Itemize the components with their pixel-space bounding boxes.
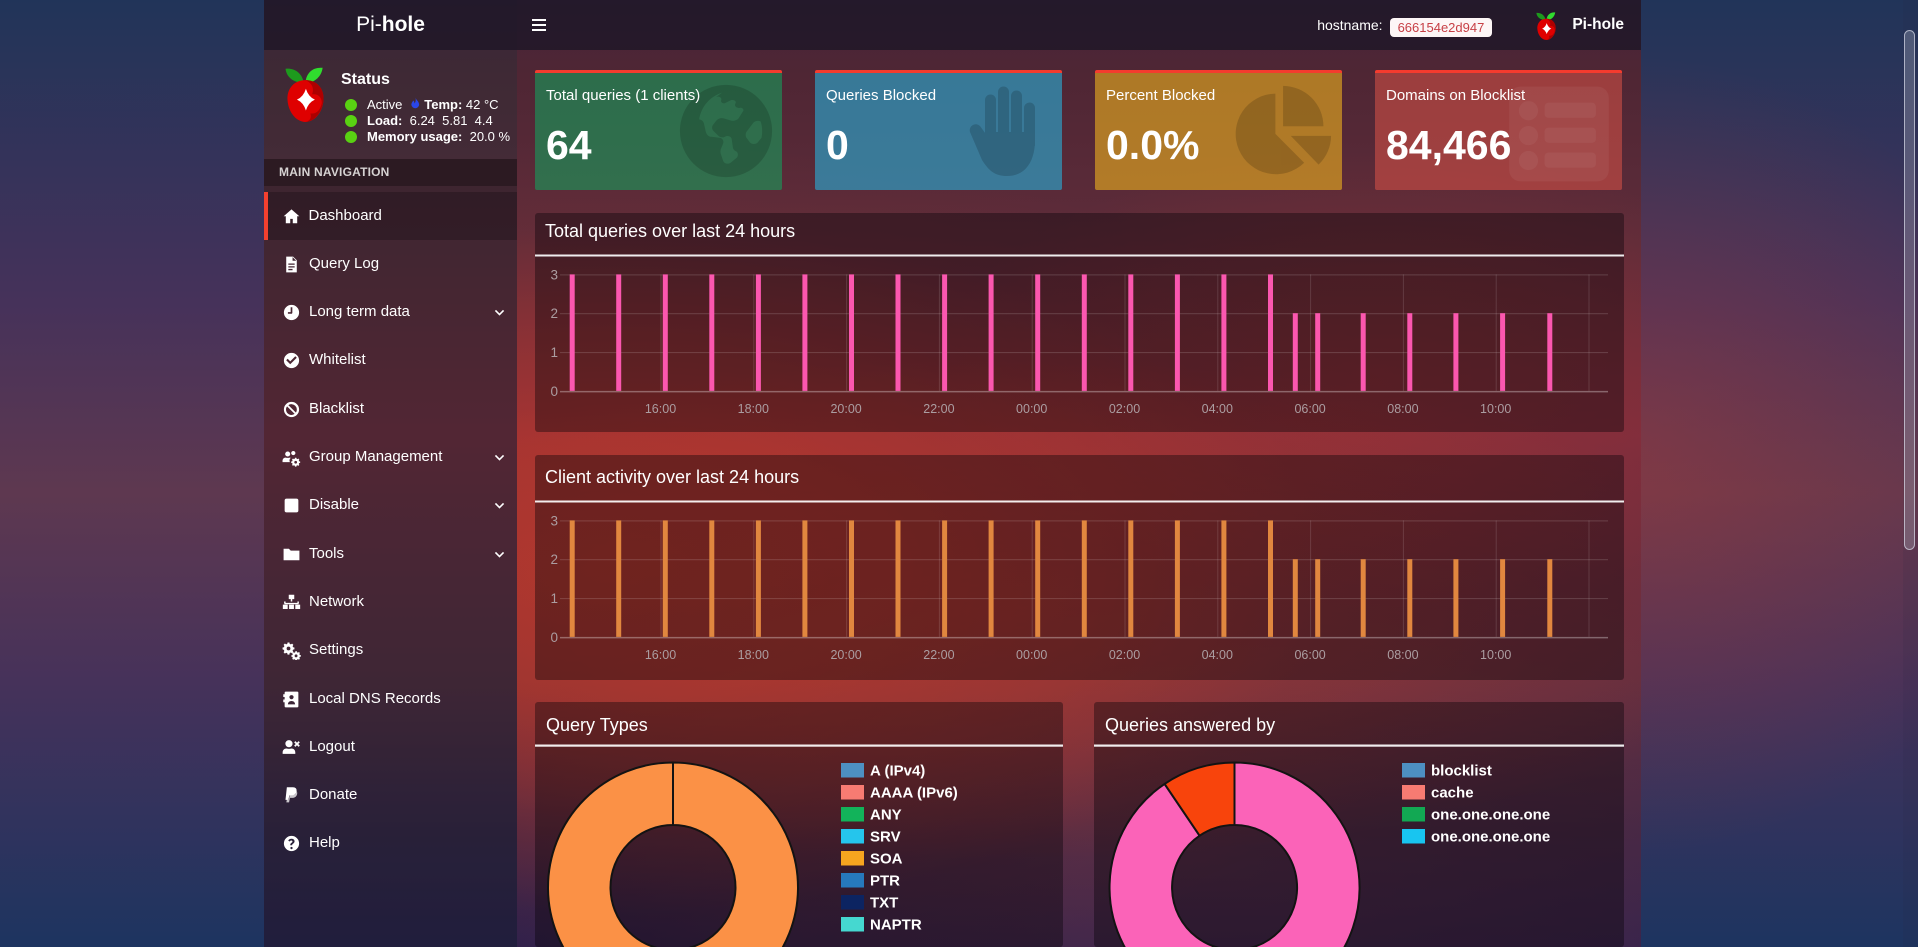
svg-text:TXT: TXT [870, 895, 898, 912]
svg-text:00:00: 00:00 [1016, 402, 1047, 416]
svg-text:20:00: 20:00 [830, 648, 861, 662]
svg-text:2: 2 [550, 552, 558, 567]
svg-text:00:00: 00:00 [1016, 648, 1047, 662]
svg-text:08:00: 08:00 [1387, 402, 1418, 416]
svg-text:ANY: ANY [870, 807, 902, 824]
svg-text:1: 1 [550, 591, 558, 606]
svg-text:02:00: 02:00 [1109, 648, 1140, 662]
svg-text:A (IPv4): A (IPv4) [870, 763, 925, 780]
svg-text:PTR: PTR [870, 873, 900, 890]
svg-text:AAAA (IPv6): AAAA (IPv6) [870, 785, 958, 802]
svg-text:06:00: 06:00 [1294, 648, 1325, 662]
svg-text:02:00: 02:00 [1109, 402, 1140, 416]
svg-text:04:00: 04:00 [1202, 402, 1233, 416]
svg-text:18:00: 18:00 [738, 402, 769, 416]
svg-text:blocklist: blocklist [1431, 763, 1492, 780]
svg-text:cache: cache [1431, 785, 1474, 802]
svg-text:08:00: 08:00 [1387, 648, 1418, 662]
svg-text:3: 3 [550, 267, 558, 282]
svg-text:22:00: 22:00 [923, 402, 954, 416]
svg-text:SRV: SRV [870, 829, 901, 846]
svg-text:0: 0 [550, 384, 558, 399]
svg-text:10:00: 10:00 [1480, 648, 1511, 662]
svg-text:18:00: 18:00 [738, 648, 769, 662]
svg-text:NAPTR: NAPTR [870, 917, 922, 934]
svg-text:SOA: SOA [870, 851, 903, 868]
svg-text:10:00: 10:00 [1480, 402, 1511, 416]
svg-text:3: 3 [550, 513, 558, 528]
svg-text:16:00: 16:00 [645, 648, 676, 662]
svg-text:20:00: 20:00 [830, 402, 861, 416]
svg-text:1: 1 [550, 345, 558, 360]
svg-text:0: 0 [550, 630, 558, 645]
svg-text:one.one.one.one: one.one.one.one [1431, 829, 1550, 846]
svg-text:one.one.one.one: one.one.one.one [1431, 807, 1550, 824]
svg-text:06:00: 06:00 [1294, 402, 1325, 416]
svg-text:2: 2 [550, 306, 558, 321]
svg-text:04:00: 04:00 [1202, 648, 1233, 662]
svg-text:16:00: 16:00 [645, 402, 676, 416]
svg-text:22:00: 22:00 [923, 648, 954, 662]
